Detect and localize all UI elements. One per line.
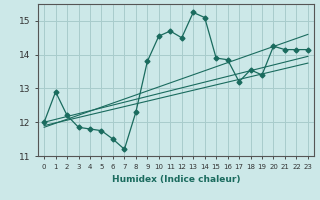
- X-axis label: Humidex (Indice chaleur): Humidex (Indice chaleur): [112, 175, 240, 184]
